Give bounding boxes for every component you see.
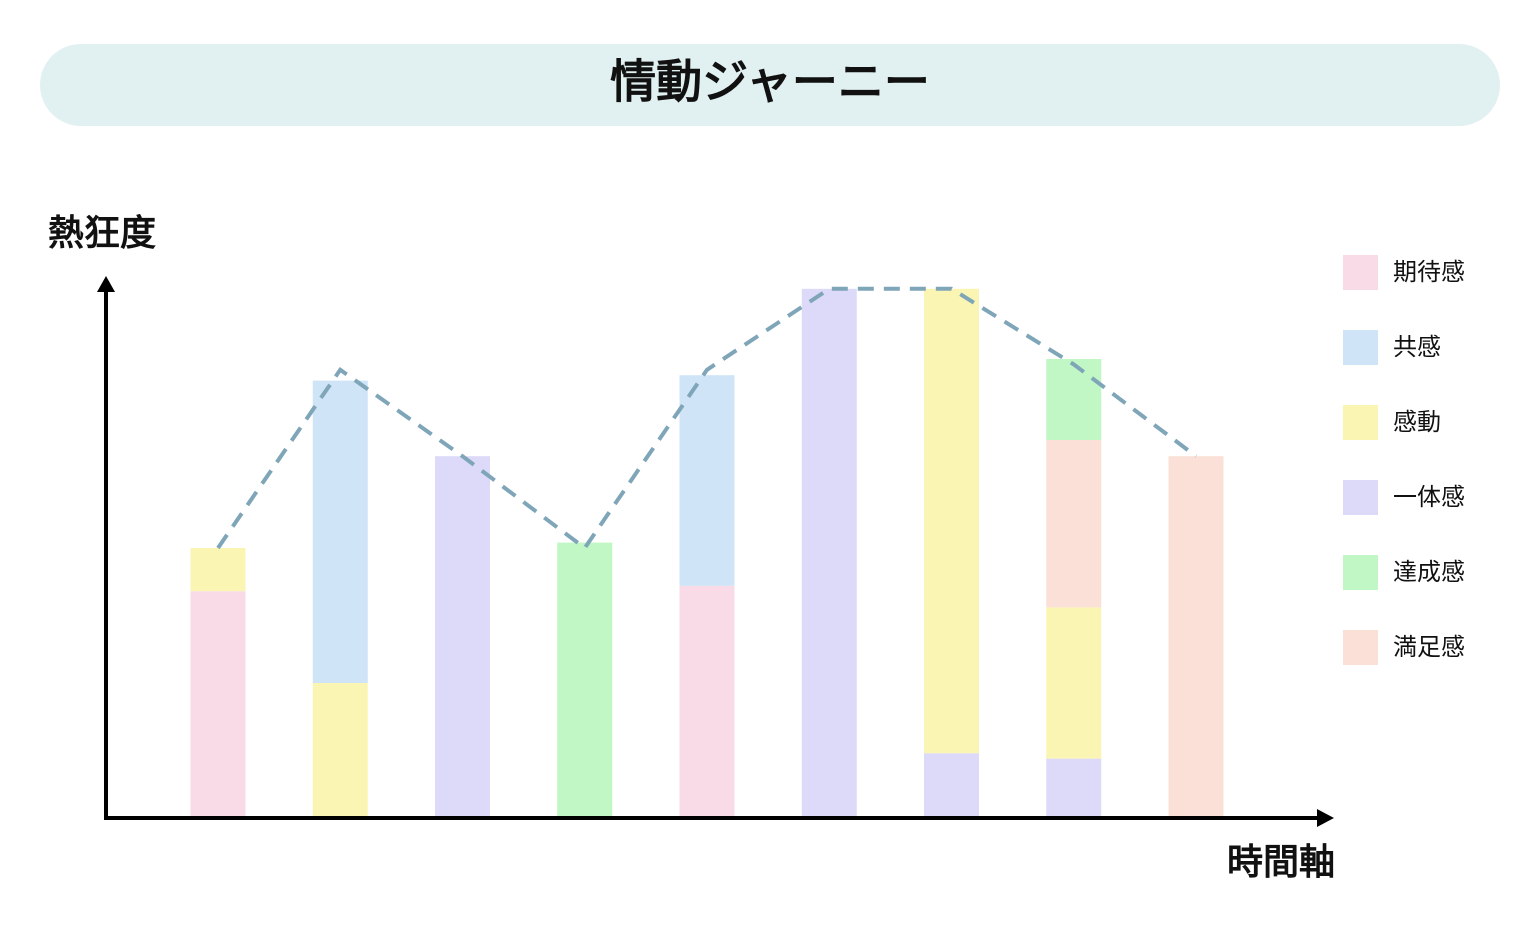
bar-segment xyxy=(924,288,979,754)
bar-segment xyxy=(190,548,246,592)
legend-swatch xyxy=(1343,630,1378,665)
bar-segment xyxy=(1046,359,1102,440)
x-axis-label: 時間軸 xyxy=(1227,842,1335,883)
title-band xyxy=(40,44,1500,126)
bar-segment xyxy=(557,542,613,818)
bar-segment xyxy=(679,375,735,586)
legend-swatch xyxy=(1343,330,1378,365)
plot xyxy=(190,286,1224,818)
x-axis-arrow xyxy=(1317,809,1334,827)
bar-segment xyxy=(435,456,490,818)
bar-segment xyxy=(924,753,979,818)
legend-swatch xyxy=(1343,555,1378,590)
bar-segment xyxy=(801,288,857,818)
bar-segment xyxy=(679,585,735,818)
y-axis-label: 熱狂度 xyxy=(48,213,156,254)
bar-segment xyxy=(1168,456,1224,818)
legend-label: 期待感 xyxy=(1393,258,1465,286)
legend-swatch xyxy=(1343,255,1378,290)
bar-segment xyxy=(190,591,246,818)
legend-label: 満足感 xyxy=(1393,633,1465,661)
legend-label: 感動 xyxy=(1393,408,1441,436)
y-axis-arrow xyxy=(97,276,115,292)
bar-segment xyxy=(1046,440,1102,608)
bar-segment xyxy=(1046,758,1102,818)
bar-segment xyxy=(312,683,368,818)
bar-segment xyxy=(312,380,368,683)
legend-label: 共感 xyxy=(1393,333,1441,361)
legend-swatch xyxy=(1343,480,1378,515)
legend-label: 一体感 xyxy=(1393,483,1465,511)
trend-line xyxy=(216,286,1198,551)
legend-label: 達成感 xyxy=(1393,558,1465,586)
chart-title: 情動ジャーニー xyxy=(610,55,930,109)
legend-swatch xyxy=(1343,405,1378,440)
bar-segment xyxy=(1046,607,1102,759)
